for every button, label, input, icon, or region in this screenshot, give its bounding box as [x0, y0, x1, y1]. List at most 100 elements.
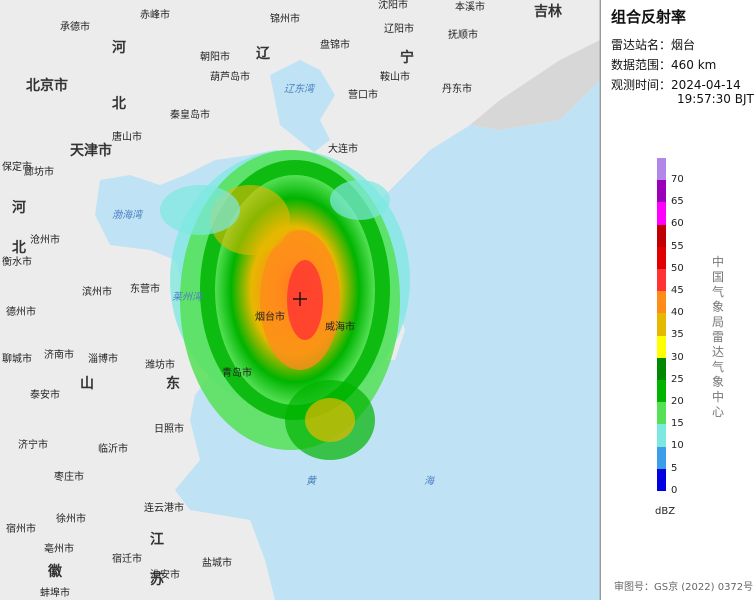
city-label: 盐城市 — [202, 556, 232, 569]
radar-map[interactable]: 承德市 赤峰市 锦州市 沈阳市 抚顺市 朝阳市 盘锦市 辽阳市 本溪市 葫芦岛市… — [0, 0, 600, 600]
legend-tick: 30 — [671, 351, 684, 363]
station-label: 雷达站名： — [611, 38, 672, 52]
time-date: 2024-04-14 — [671, 78, 741, 92]
city-label: 营口市 — [348, 88, 378, 101]
province-label: 河 — [112, 39, 126, 56]
city-label: 济南市 — [44, 348, 74, 361]
city-label: 沧州市 — [30, 233, 60, 246]
legend-tick: 65 — [671, 196, 684, 208]
city-label: 朝阳市 — [200, 50, 230, 63]
province-label: 辽 — [256, 46, 271, 62]
legend-swatch — [657, 246, 666, 269]
crosshair-icon — [293, 292, 307, 306]
legend-tick: 20 — [671, 396, 684, 407]
agency-credit: 中国气象局雷达气象中心 — [711, 255, 724, 419]
city-label: 日照市 — [154, 422, 184, 435]
legend-tick: 45 — [671, 285, 684, 296]
sea-label: 海 — [424, 475, 436, 487]
legend-swatch — [657, 357, 666, 380]
city-label: 徐州市 — [56, 512, 86, 525]
city-label: 东营市 — [130, 282, 160, 295]
legend-swatch — [657, 180, 666, 203]
city-label: 滨州市 — [82, 285, 112, 298]
city-label: 葫芦岛市 — [210, 70, 250, 83]
province-label: 吉林 — [534, 3, 562, 20]
city-label: 潍坊市 — [145, 358, 175, 371]
time-row: 观测时间：2024-04-14 — [611, 76, 741, 93]
city-label: 廊坊市 — [24, 165, 54, 178]
range-value: 460 km — [671, 58, 717, 72]
city-label: 德州市 — [6, 305, 36, 318]
city-label: 丹东市 — [442, 82, 472, 95]
legend-swatch — [657, 468, 666, 491]
approval-number: 审图号：GS京 (2022) 0372号 — [614, 582, 754, 593]
province-label: 东 — [166, 375, 180, 392]
city-label: 宿州市 — [6, 522, 36, 535]
legend-swatch — [657, 380, 666, 403]
product-title: 组合反射率 — [611, 8, 687, 26]
province-label: 河 — [12, 199, 26, 216]
city-label: 衡水市 — [2, 255, 32, 268]
legend-tick: 60 — [671, 218, 684, 230]
legend-swatch — [657, 446, 666, 469]
legend-swatch — [657, 424, 666, 447]
province-label: 宁 — [400, 49, 414, 66]
city-label: 连云港市 — [144, 501, 184, 514]
legend-tick: 40 — [671, 307, 684, 319]
city-label: 烟台市 — [255, 310, 285, 323]
station-value: 烟台 — [671, 38, 696, 52]
legend-unit: dBZ — [655, 506, 676, 517]
legend-swatch — [657, 269, 666, 292]
legend-swatch — [657, 291, 666, 314]
city-label: 济宁市 — [18, 438, 48, 451]
legend-tick: 5 — [671, 462, 678, 474]
legend-tick: 55 — [671, 240, 684, 252]
city-label: 唐山市 — [112, 130, 142, 143]
legend-tick: 70 — [671, 174, 684, 185]
province-label: 天津市 — [70, 142, 112, 159]
liaodong-peninsula — [330, 120, 470, 170]
korea-region — [470, 40, 600, 130]
city-label: 临沂市 — [98, 442, 128, 455]
city-label: 亳州市 — [44, 542, 74, 555]
legend-tick: 10 — [671, 440, 684, 452]
range-row: 数据范围：460 km — [611, 56, 716, 73]
time-label: 观测时间： — [611, 78, 672, 92]
city-label: 锦州市 — [270, 12, 300, 25]
province-label: 徽 — [47, 563, 63, 580]
map-svg: 承德市 赤峰市 锦州市 沈阳市 抚顺市 朝阳市 盘锦市 辽阳市 本溪市 葫芦岛市… — [0, 0, 600, 600]
city-label: 威海市 — [325, 320, 355, 333]
city-label: 泰安市 — [30, 388, 60, 401]
city-label: 枣庄市 — [54, 470, 84, 483]
radar-echo — [160, 150, 410, 460]
legend-swatch — [657, 202, 666, 225]
city-label: 青岛市 — [222, 366, 252, 379]
city-label: 沈阳市 — [378, 0, 408, 11]
city-label: 保定市 — [2, 160, 32, 173]
province-label: 山 — [80, 376, 94, 392]
legend-tick: 0 — [671, 484, 678, 496]
time-clock: 19:57:30 BJT — [677, 92, 754, 106]
legend-swatch — [657, 158, 666, 181]
legend-swatch — [657, 402, 666, 425]
city-label: 本溪市 — [455, 0, 485, 13]
legend-tick: 25 — [671, 373, 684, 385]
city-label: 大连市 — [328, 142, 358, 155]
sea-area — [175, 80, 600, 600]
info-panel: 组合反射率 雷达站名：烟台 数据范围：460 km 观测时间：2024-04-1… — [600, 0, 756, 600]
city-label: 聊城市 — [2, 352, 32, 365]
legend-tick: 35 — [671, 329, 684, 341]
city-label: 蚌埠市 — [40, 586, 70, 599]
city-label: 辽阳市 — [384, 22, 414, 35]
legend-swatch — [657, 313, 666, 336]
sea-label: 辽东湾 — [284, 83, 316, 95]
range-label: 数据范围： — [611, 58, 672, 72]
city-label: 淮安市 — [150, 568, 180, 581]
city-label: 秦皇岛市 — [170, 108, 210, 121]
province-label: 江 — [150, 531, 164, 548]
province-label: 北 — [12, 240, 26, 256]
city-label: 承德市 — [60, 20, 90, 33]
legend-swatch — [657, 335, 666, 358]
legend-swatch — [657, 224, 666, 247]
